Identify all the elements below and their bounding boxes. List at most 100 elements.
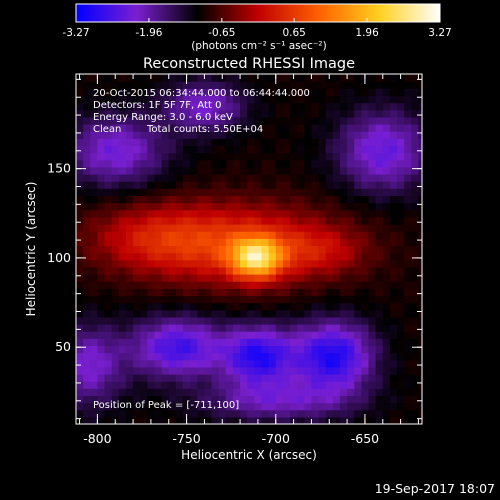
heatmap-cell [240, 366, 248, 375]
heatmap-cell [147, 381, 156, 389]
heatmap-cell [268, 95, 277, 104]
heatmap-cell [261, 252, 270, 261]
heatmap-cell [311, 388, 320, 397]
heatmap-cell [418, 316, 422, 325]
heatmap-cell [311, 359, 320, 368]
heatmap-cell [382, 245, 391, 254]
heatmap-cell [361, 109, 370, 118]
heatmap-cell [339, 359, 348, 368]
heatmap-cell [83, 166, 91, 175]
heatmap-cell [282, 295, 291, 304]
heatmap-cell [97, 395, 106, 404]
heatmap-cell [290, 316, 298, 325]
heatmap-cell [190, 388, 198, 397]
heatmap-cell [254, 331, 263, 339]
heatmap-cell [147, 152, 156, 161]
heatmap-cell [218, 345, 227, 354]
heatmap-cell [168, 166, 177, 175]
heatmap-cell [268, 181, 277, 189]
heatmap-cell [133, 252, 141, 261]
heatmap-cell [111, 195, 120, 204]
heatmap-cell [332, 195, 341, 204]
heatmap-cell [418, 152, 422, 161]
heatmap-cell [204, 195, 213, 204]
heatmap-cell [204, 131, 213, 139]
heatmap-cell [90, 152, 98, 161]
heatmap-cell [397, 302, 405, 311]
heatmap-cell [325, 216, 334, 225]
heatmap-cell [183, 174, 191, 182]
heatmap-cell [97, 416, 106, 424]
heatmap-cell [83, 366, 91, 375]
heatmap-cell [318, 302, 327, 311]
heatmap-cell [347, 288, 355, 297]
heatmap-cell [125, 231, 134, 239]
heatmap-cell [397, 88, 405, 97]
heatmap-cell [368, 238, 377, 247]
heatmap-cell [240, 109, 248, 118]
plot-frame [75, 73, 423, 425]
heatmap-cell [347, 381, 355, 389]
heatmap-cell [404, 395, 412, 404]
heatmap-cell [225, 131, 234, 139]
colorbar [75, 3, 441, 23]
heatmap-cell [411, 295, 420, 304]
heatmap-cell [247, 145, 255, 154]
heatmap-cell [261, 324, 270, 332]
heatmap-cell [125, 166, 134, 175]
heatmap-cell [347, 416, 355, 424]
heatmap-cell [183, 124, 191, 132]
heatmap-cell [247, 124, 255, 132]
heatmap-cell [304, 174, 313, 182]
heatmap-cell [404, 274, 412, 282]
heatmap-cell [325, 88, 334, 97]
heatmap-cell [382, 352, 391, 361]
heatmap-cell [368, 295, 377, 304]
heatmap-cell [76, 245, 84, 254]
heatmap-cell [240, 181, 248, 189]
heatmap-cell [361, 202, 370, 211]
heatmap-cell [197, 224, 206, 232]
heatmap-cell [297, 124, 305, 132]
heatmap-cell [411, 395, 420, 404]
heatmap-cell [204, 302, 213, 311]
heatmap-cell [154, 381, 163, 389]
heatmap-cell [154, 209, 163, 218]
heatmap-cell [375, 359, 384, 368]
heatmap-cell [83, 238, 91, 247]
heatmap-cell [90, 124, 98, 132]
heatmap-cell [147, 81, 156, 89]
heatmap-cell [232, 259, 241, 268]
heatmap-cell [76, 381, 84, 389]
heatmap-cell [83, 152, 91, 161]
heatmap-cell [368, 352, 377, 361]
heatmap-cell [154, 281, 163, 289]
heatmap-cell [282, 195, 291, 204]
heatmap-cell [225, 102, 234, 111]
heatmap-cell [325, 159, 334, 168]
heatmap-cell [168, 81, 177, 89]
heatmap-cell [290, 166, 298, 175]
heatmap-cell [297, 116, 305, 125]
heatmap-cell [325, 352, 334, 361]
heatmap-cell [118, 124, 127, 132]
heatmap-cell [325, 374, 334, 382]
heatmap-cell [240, 216, 248, 225]
heatmap-cell [361, 88, 370, 97]
heatmap-cell [90, 231, 98, 239]
heatmap-cell [382, 152, 391, 161]
heatmap-cell [218, 195, 227, 204]
heatmap-cell [211, 388, 220, 397]
heatmap-cell [311, 402, 320, 411]
heatmap-cell [382, 102, 391, 111]
heatmap-cell [304, 316, 313, 325]
heatmap-cell [282, 95, 291, 104]
heatmap-cell [290, 366, 298, 375]
heatmap-cell [368, 102, 377, 111]
heatmap-cell [311, 209, 320, 218]
heatmap-cell [254, 231, 263, 239]
heatmap-cell [140, 181, 148, 189]
heatmap-cell [311, 109, 320, 118]
heatmap-cell [418, 302, 422, 311]
heatmap-cell [125, 109, 134, 118]
